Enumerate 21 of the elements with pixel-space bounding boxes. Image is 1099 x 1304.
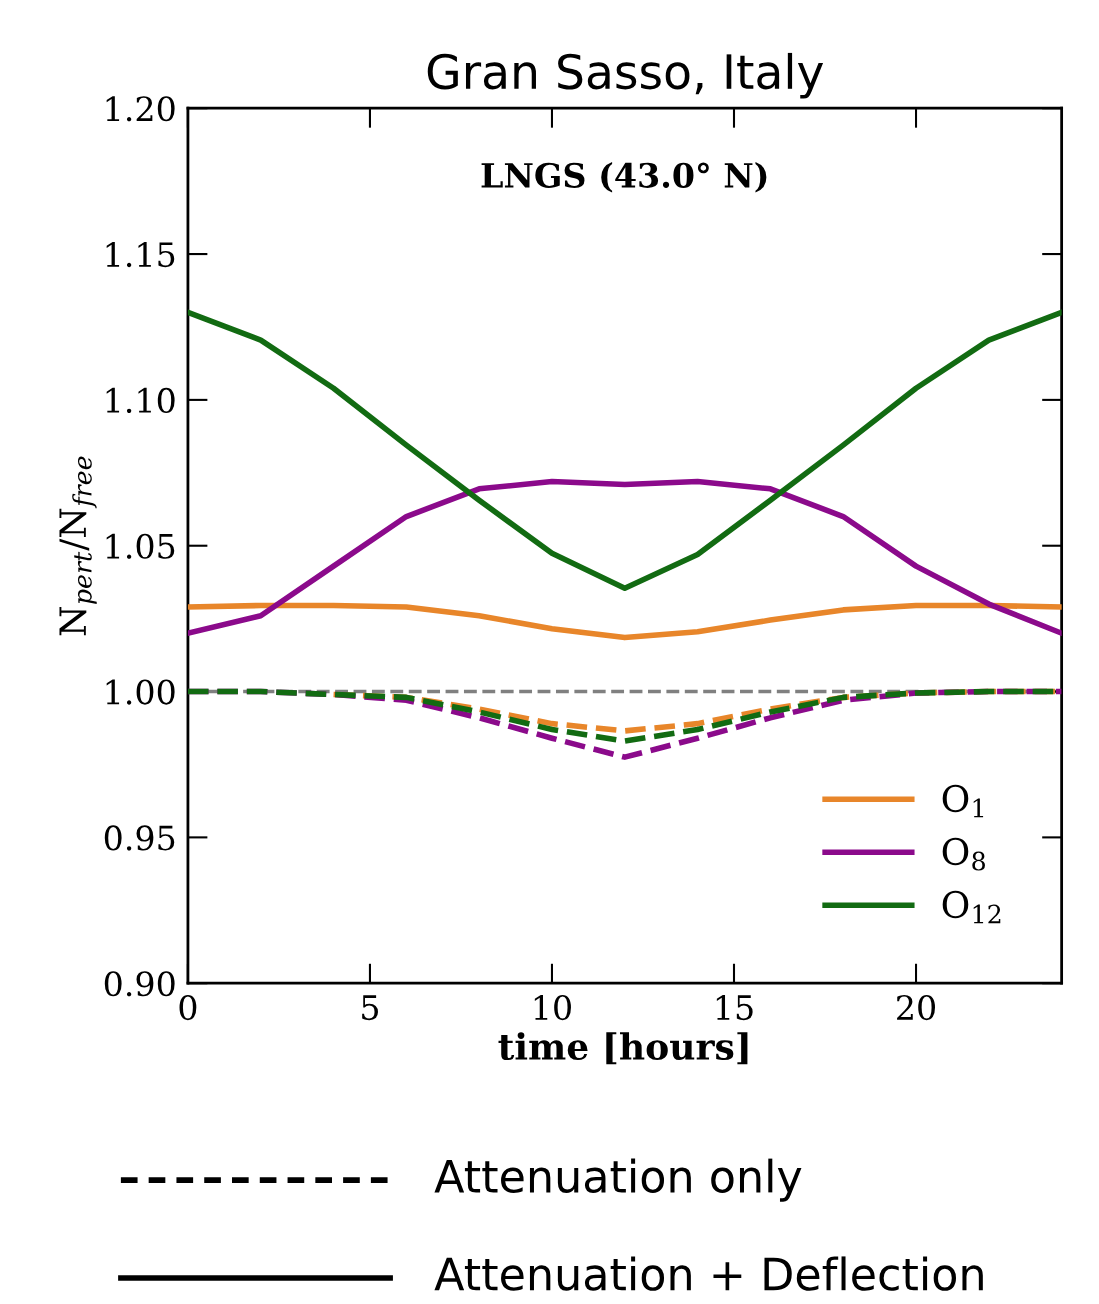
- text: Attenuation + Deflection: [434, 1256, 983, 1291]
- y-tick-label: 0.95: [104, 825, 175, 851]
- y-tick-label: 0.90: [104, 971, 175, 997]
- y-tick-label: 1.00: [106, 679, 175, 705]
- x-tick-label: 5: [362, 995, 378, 1021]
- x-tick-label: 0: [179, 994, 197, 1021]
- y-tick-label: 1.20: [106, 96, 175, 122]
- x-tick-label: 15: [716, 994, 753, 1021]
- x-axis-title: time [hours]: [498, 1032, 748, 1065]
- legend-label: O$_{1}$: [942, 784, 984, 818]
- x-tick-label: 10: [534, 994, 571, 1021]
- chart-title: Gran Sasso, Italy: [427, 52, 824, 99]
- y-tick-label: 1.15: [106, 241, 175, 268]
- text: Attenuation only: [434, 1158, 802, 1202]
- x-tick-label: 20: [897, 994, 936, 1021]
- y-axis-title: N$_{pert}$/N$_{free}$: [59, 456, 97, 636]
- y-tick-label: 1.05: [106, 533, 175, 559]
- legend-label: O$_{12}$: [942, 890, 1001, 924]
- y-tick-label: 1.10: [106, 387, 175, 414]
- legend-label: O$_{8}$: [942, 837, 985, 871]
- annotation: LNGS (43.0° N): [481, 162, 767, 193]
